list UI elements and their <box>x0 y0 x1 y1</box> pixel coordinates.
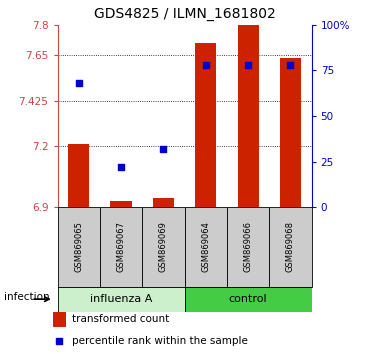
Bar <box>280 58 301 207</box>
Point <box>160 146 166 152</box>
Title: GDS4825 / ILMN_1681802: GDS4825 / ILMN_1681802 <box>94 7 275 21</box>
Text: GSM869065: GSM869065 <box>74 222 83 272</box>
Bar <box>58 287 185 312</box>
Bar <box>153 198 174 207</box>
Bar <box>227 207 269 287</box>
Bar <box>185 287 312 312</box>
Text: GSM869066: GSM869066 <box>244 221 253 273</box>
Point <box>76 80 82 86</box>
Text: GSM869068: GSM869068 <box>286 221 295 273</box>
Text: percentile rank within the sample: percentile rank within the sample <box>72 336 247 346</box>
Point <box>288 62 293 68</box>
Bar <box>237 25 259 207</box>
Bar <box>111 201 132 207</box>
Bar <box>100 207 142 287</box>
Text: GSM869064: GSM869064 <box>201 222 210 272</box>
Point <box>118 164 124 170</box>
Text: GSM869069: GSM869069 <box>159 222 168 272</box>
Bar <box>269 207 312 287</box>
Text: influenza A: influenza A <box>90 294 152 304</box>
Text: infection: infection <box>4 292 49 302</box>
Text: transformed count: transformed count <box>72 314 169 325</box>
Point <box>203 62 209 68</box>
Bar <box>68 144 89 207</box>
Bar <box>185 207 227 287</box>
Text: GSM869067: GSM869067 <box>116 221 125 273</box>
Point <box>56 338 62 344</box>
Bar <box>195 43 216 207</box>
Bar <box>58 207 100 287</box>
Point <box>245 62 251 68</box>
Bar <box>53 312 66 327</box>
Bar <box>142 207 185 287</box>
Text: control: control <box>229 294 267 304</box>
